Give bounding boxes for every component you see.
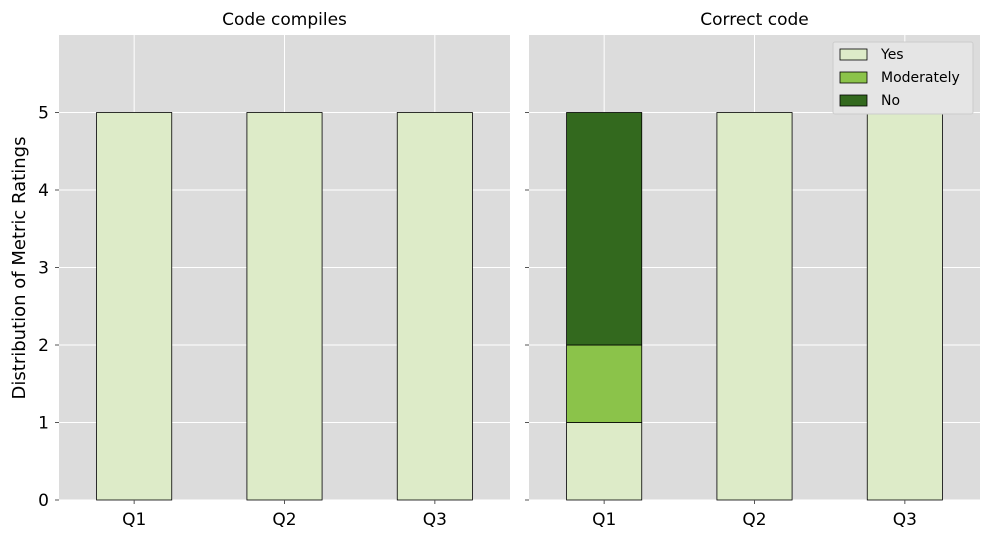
chart-panel-2: Q1 Q2 Q3 Correct code Yes Moderately No: [525, 10, 980, 530]
y-tick-label: 3: [38, 259, 49, 279]
bar-q3-yes: [866, 112, 943, 501]
chart-panel-1: Q1 Q2 Q3 0 1 2 3 4 5 Code compiles: [38, 10, 510, 530]
legend-swatch-yes: [839, 48, 868, 61]
legend-label-yes: Yes: [880, 47, 904, 63]
y-axis-label: Distribution of Metric Ratings: [9, 137, 30, 400]
legend-label-moderately: Moderately: [881, 70, 960, 86]
panel-title: Correct code: [700, 10, 808, 30]
y-tick-label: 2: [38, 336, 49, 356]
panel-title: Code compiles: [222, 10, 347, 30]
bar-q1-moderately: [566, 344, 643, 423]
x-tick-label: Q1: [592, 510, 616, 530]
x-tick-label: Q2: [272, 510, 296, 530]
x-tick-label: Q2: [742, 510, 766, 530]
x-tick-label: Q3: [423, 510, 447, 530]
legend-swatch-no: [839, 94, 868, 107]
y-tick-label: 1: [38, 414, 49, 434]
y-tick-label: 4: [38, 181, 49, 201]
x-tick-label: Q1: [122, 510, 146, 530]
bar-q2-yes: [716, 112, 793, 501]
legend-swatch-moderately: [839, 71, 868, 84]
legend: Yes Moderately No: [832, 41, 974, 115]
legend-box: [832, 41, 974, 115]
bar-q2-yes: [246, 112, 323, 501]
bar-q3-yes: [396, 112, 473, 501]
bar-q1-no: [566, 112, 643, 346]
legend-label-no: No: [881, 93, 900, 109]
bar-q1-yes: [566, 422, 643, 501]
y-tick-label: 0: [38, 491, 49, 511]
y-tick-label: 5: [38, 104, 49, 124]
x-tick-label: Q3: [893, 510, 917, 530]
bar-q1-yes: [96, 112, 173, 501]
